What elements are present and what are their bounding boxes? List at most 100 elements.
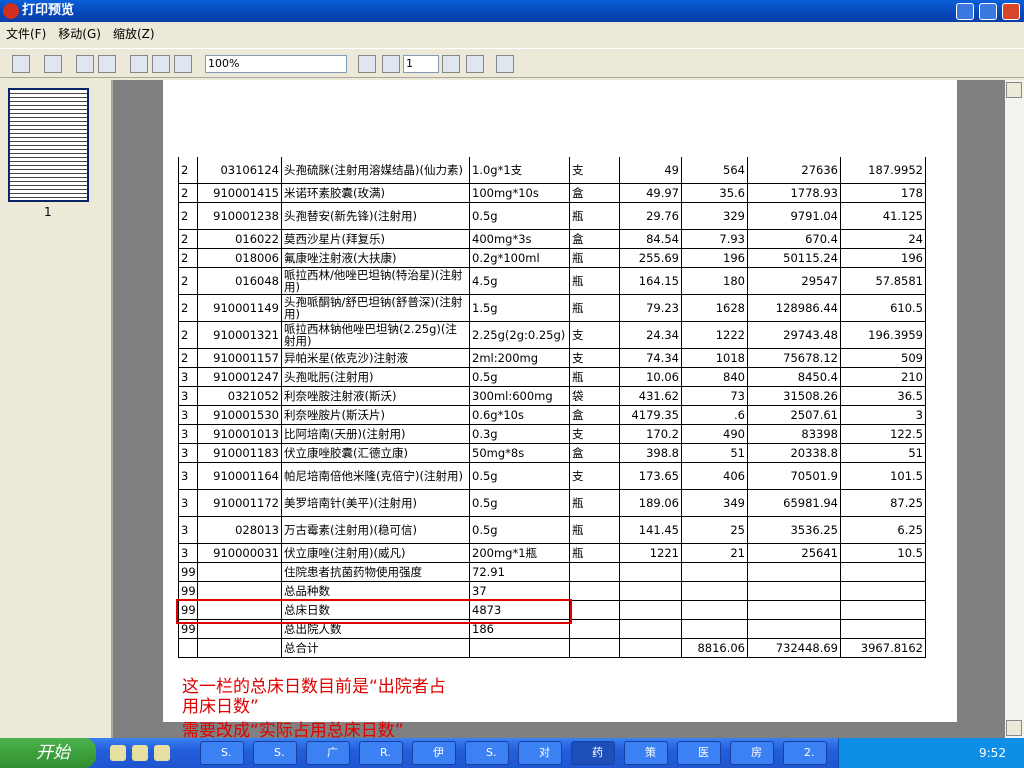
toolbar-button[interactable] [174, 55, 192, 73]
task-button[interactable]: R. [359, 741, 403, 765]
table-cell [748, 582, 841, 601]
cell-text: 利奈唑胺片(斯沃片) [284, 408, 385, 422]
cell-text: 564 [723, 163, 745, 177]
cell-text: 3 [181, 523, 189, 537]
toolbar-button[interactable] [382, 55, 400, 73]
task-button[interactable]: 策 [624, 741, 668, 765]
task-label: 房 [751, 746, 762, 759]
cell-text: 910001415 [213, 186, 279, 200]
start-button[interactable]: 开始 [0, 738, 96, 768]
menu-item[interactable]: 文件(F) [6, 27, 47, 41]
cell-text: 2ml:200mg [472, 351, 539, 365]
toolbar-button[interactable] [466, 55, 484, 73]
table-cell: 2 [178, 230, 198, 249]
table-cell: 1.5g [470, 295, 570, 322]
close[interactable] [1002, 3, 1020, 20]
toolbar-button[interactable] [44, 55, 62, 73]
task-button[interactable]: 对 [518, 741, 562, 765]
task-button[interactable]: 伊 [412, 741, 456, 765]
minimize[interactable] [956, 3, 974, 20]
table-cell: 1628 [682, 295, 748, 322]
annotation: 这一栏的总床日数目前是“出院者占 [182, 677, 446, 697]
cell-text: 910001321 [213, 328, 279, 342]
table-cell: 2 [178, 203, 198, 230]
cell-text: 79.23 [646, 301, 679, 315]
table-cell: 49.97 [620, 184, 682, 203]
cell-text: 哌拉西林/他唑巴坦钠(特治星)(注射用) [284, 268, 463, 294]
cell-text: 31508.26 [783, 389, 838, 403]
task-button[interactable]: S. [253, 741, 297, 765]
toolbar-button[interactable] [442, 55, 460, 73]
cell-text: 018006 [235, 251, 279, 265]
menu-item[interactable]: 缩放(Z) [112, 27, 155, 41]
cell-text: 50mg*8s [472, 446, 525, 460]
toolbar-button[interactable] [76, 55, 94, 73]
task-button[interactable]: 广 [306, 741, 350, 765]
scrollbar[interactable] [1005, 80, 1024, 738]
cell-text: 1.0g*1支 [472, 163, 523, 177]
toolbar-button[interactable] [358, 55, 376, 73]
table-cell [570, 601, 620, 620]
cell-text: 25641 [801, 546, 838, 560]
toolbar-button[interactable] [98, 55, 116, 73]
zoom-box[interactable]: 100% [205, 55, 347, 73]
table-cell: 31508.26 [748, 387, 841, 406]
table-cell [620, 563, 682, 582]
cell-text: 0.5g [472, 496, 498, 510]
table-cell: 36.5 [841, 387, 926, 406]
thumbnail[interactable] [8, 88, 89, 202]
task-label: 2. [804, 746, 815, 759]
task-button[interactable]: 医 [677, 741, 721, 765]
table-cell: 100mg*10s [470, 184, 570, 203]
table-cell: 支 [570, 157, 620, 184]
table-cell: 24 [841, 230, 926, 249]
quick-launch[interactable] [154, 745, 170, 761]
cell-text: 支 [572, 469, 584, 483]
cell-text: 2 [181, 186, 189, 200]
quick-launch[interactable] [132, 745, 148, 761]
task-button[interactable]: 房 [730, 741, 774, 765]
clock: 9:52 [979, 746, 1006, 760]
cell-text: 72.91 [472, 565, 505, 579]
task-button[interactable]: S. [465, 741, 509, 765]
task-button[interactable]: 2. [783, 741, 827, 765]
toolbar-button[interactable] [130, 55, 148, 73]
cell-text: 910001247 [213, 370, 279, 384]
toolbar-button[interactable] [12, 55, 30, 73]
table-cell: 210 [841, 368, 926, 387]
table-cell: 2 [178, 295, 198, 322]
task-button[interactable]: S. [200, 741, 244, 765]
table-cell [570, 582, 620, 601]
table-cell: 瓶 [570, 368, 620, 387]
cell-text: 头孢哌酮钠/舒巴坦钠(舒普深)(注射用) [284, 295, 463, 321]
cell-text: 帕尼培南倍他米隆(克倍宁)(注射用) [284, 469, 463, 483]
annotation: 需要改成“实际占用总床日数” [182, 721, 404, 738]
table-cell: 4.5g [470, 268, 570, 295]
cell-text: 0321052 [227, 389, 279, 403]
task-label: R. [380, 746, 391, 759]
table-cell: 84.54 [620, 230, 682, 249]
table-cell: 0.3g [470, 425, 570, 444]
quick-launch[interactable] [110, 745, 126, 761]
cell-text: 总品种数 [284, 584, 330, 598]
toolbar-button[interactable] [152, 55, 170, 73]
menu-item[interactable]: 移动(G) [58, 27, 101, 41]
page-box[interactable]: 1 [403, 55, 439, 73]
cell-text: 27636 [801, 163, 838, 177]
page: 2 03106124 头孢硫脒(注射用溶媒结晶)(仙力素) 1.0g*1支支 49 564… [163, 80, 957, 738]
table-cell: 美罗培南针(美平)(注射用) [282, 490, 470, 517]
table-cell: 2507.61 [748, 406, 841, 425]
table-cell: 盒 [570, 406, 620, 425]
table-cell: 178 [841, 184, 926, 203]
table-cell: 0.5g [470, 463, 570, 490]
table-cell: 支 [570, 425, 620, 444]
table-cell: 8450.4 [748, 368, 841, 387]
table-cell: 0.5g [470, 203, 570, 230]
table-cell: 41.125 [841, 203, 926, 230]
cell-text: 4179.35 [631, 408, 679, 422]
toolbar-button[interactable] [496, 55, 514, 73]
table-cell: 米诺环素胶囊(玫满) [282, 184, 470, 203]
task-button[interactable]: 药 [571, 741, 615, 765]
maximize[interactable] [979, 3, 997, 20]
cell-text: 910000031 [213, 546, 279, 560]
